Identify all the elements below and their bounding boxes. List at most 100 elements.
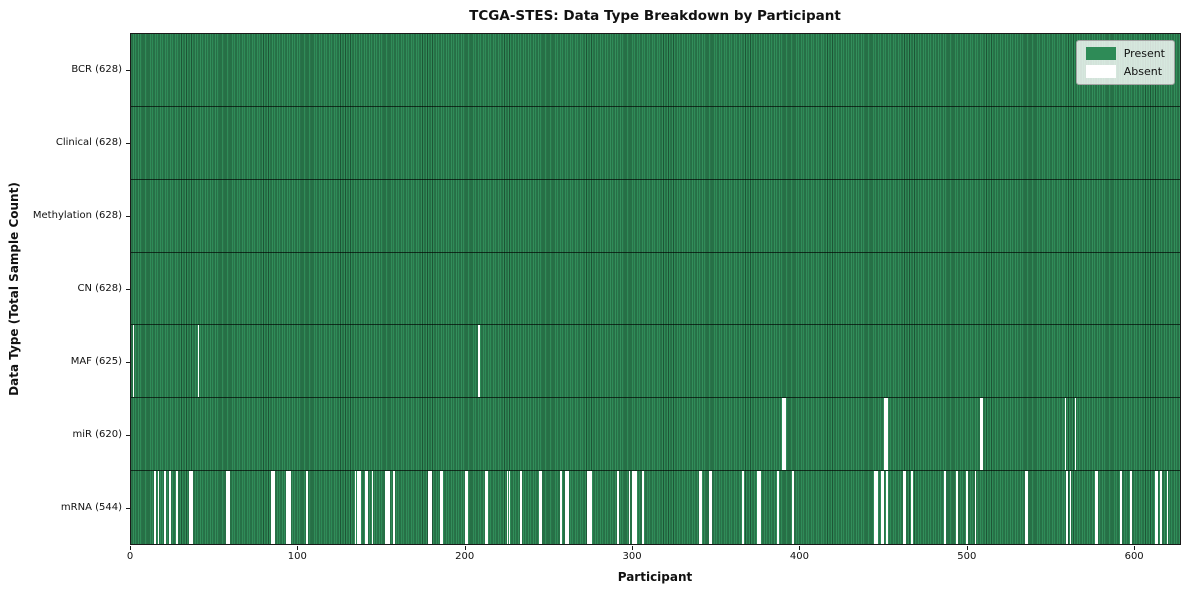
absent-cell — [226, 471, 228, 544]
x-tick-mark — [799, 546, 801, 550]
y-tick-label: Clinical (628) — [55, 136, 122, 148]
absent-cell — [164, 471, 167, 544]
heatmap-row-BCR — [131, 34, 1180, 107]
absent-cell — [359, 471, 362, 544]
absent-cell — [1159, 471, 1162, 544]
chart-title: TCGA-STES: Data Type Breakdown by Partic… — [469, 8, 841, 24]
absent-cell — [759, 471, 761, 544]
absent-cell — [306, 471, 309, 544]
absent-cell — [354, 471, 357, 544]
absent-cell — [191, 471, 193, 544]
absent-cell — [1024, 471, 1027, 544]
x-tick-mark — [1134, 546, 1136, 550]
y-tick-mark — [126, 435, 130, 437]
absent-cell — [617, 471, 619, 544]
y-tick-label: Methylation (628) — [32, 209, 122, 221]
absent-cell — [698, 471, 701, 544]
absent-cell — [288, 471, 290, 544]
absent-cell — [520, 471, 522, 544]
absent-cell — [911, 471, 913, 544]
absent-cell — [189, 471, 192, 544]
heatmap-row-Methylation — [131, 179, 1180, 253]
legend-item-absent: Absent — [1085, 65, 1165, 78]
x-tick-mark — [966, 546, 968, 550]
absent-cell — [364, 471, 367, 544]
absent-cell — [757, 471, 760, 544]
heatmap-row-Clinical — [131, 106, 1180, 180]
absent-cell — [384, 471, 387, 544]
x-tick-mark — [297, 546, 299, 550]
absent-cell — [710, 471, 713, 544]
legend-label-present: Present — [1123, 47, 1165, 60]
y-tick-label: mRNA (544) — [60, 502, 122, 514]
absent-cell — [708, 471, 711, 544]
legend: Present Absent — [1075, 40, 1175, 85]
absent-cell — [366, 471, 369, 544]
absent-cell — [981, 398, 983, 471]
y-tick-label: MAF (625) — [70, 356, 122, 368]
absent-cell — [886, 471, 888, 544]
y-tick-mark — [126, 69, 130, 71]
absent-cell — [1096, 471, 1099, 544]
absent-cell — [271, 471, 273, 544]
absent-cell — [440, 471, 442, 544]
absent-cell — [1064, 398, 1067, 471]
legend-item-present: Present — [1085, 47, 1165, 60]
absent-cell — [386, 471, 389, 544]
absent-cell — [1166, 471, 1169, 544]
absent-cell — [1069, 471, 1072, 544]
x-tick-mark — [632, 546, 634, 550]
absent-cell — [393, 471, 395, 544]
absent-cell — [1066, 471, 1069, 544]
legend-swatch-absent — [1085, 65, 1116, 78]
heatmap-row-CN — [131, 252, 1180, 326]
heatmap-row-MAF — [131, 325, 1180, 399]
absent-cell — [176, 471, 178, 544]
absent-cell — [904, 471, 907, 544]
absent-cell — [466, 471, 469, 544]
absent-cell — [371, 471, 374, 544]
absent-cell — [1119, 471, 1122, 544]
absent-cell — [429, 471, 432, 544]
absent-cell — [1129, 471, 1132, 544]
absent-cell — [157, 471, 160, 544]
absent-cell — [700, 471, 703, 544]
plot-area: Present Absent — [130, 33, 1181, 545]
x-tick-label: 600 — [1124, 551, 1144, 562]
absent-cell — [441, 471, 444, 544]
absent-cell — [428, 471, 430, 544]
y-tick-label: CN (628) — [77, 283, 122, 294]
absent-cell — [486, 471, 489, 544]
x-tick-mark — [130, 546, 131, 550]
absent-cell — [154, 471, 157, 544]
absent-cell — [792, 471, 795, 544]
absent-cell — [884, 398, 886, 471]
absent-cell — [944, 471, 947, 544]
legend-label-absent: Absent — [1123, 65, 1163, 78]
heatmap-row-mRNA — [131, 471, 1180, 544]
x-tick-label: 500 — [957, 551, 977, 562]
absent-cell — [979, 398, 982, 471]
absent-cell — [886, 398, 888, 471]
absent-cell — [227, 471, 230, 544]
x-tick-label: 0 — [126, 551, 134, 562]
absent-cell — [358, 471, 360, 544]
absent-cell — [540, 471, 542, 544]
absent-cell — [966, 471, 968, 544]
absent-cell — [566, 471, 569, 544]
x-tick-label: 400 — [789, 551, 809, 562]
absent-cell — [882, 471, 885, 544]
absent-cell — [465, 471, 467, 544]
absent-cell — [560, 471, 562, 544]
absent-cell — [1094, 471, 1097, 544]
absent-cell — [875, 471, 878, 544]
absent-cell — [506, 471, 509, 544]
absent-cell — [587, 471, 589, 544]
legend-swatch-present — [1085, 47, 1116, 60]
absent-cell — [628, 471, 631, 544]
absent-cell — [1026, 471, 1028, 544]
absent-cell — [132, 325, 135, 398]
y-tick-mark — [126, 289, 130, 290]
y-tick-mark — [126, 508, 130, 510]
absent-cell — [777, 471, 780, 544]
